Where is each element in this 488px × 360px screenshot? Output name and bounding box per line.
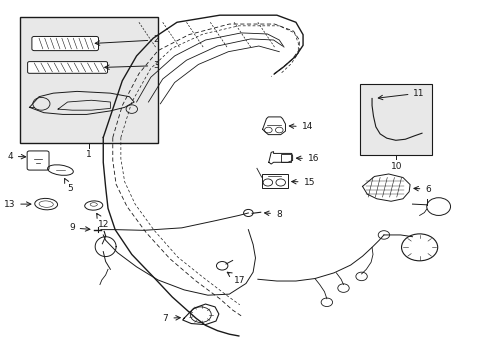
Text: 9: 9 bbox=[69, 223, 90, 232]
FancyBboxPatch shape bbox=[20, 17, 158, 143]
Text: 8: 8 bbox=[264, 210, 281, 219]
Text: 17: 17 bbox=[227, 272, 245, 285]
FancyBboxPatch shape bbox=[360, 84, 431, 155]
FancyBboxPatch shape bbox=[32, 36, 98, 51]
Text: 7: 7 bbox=[163, 314, 180, 323]
Text: 3: 3 bbox=[104, 61, 159, 70]
Text: 15: 15 bbox=[291, 177, 314, 186]
Text: 11: 11 bbox=[378, 89, 424, 100]
Text: 16: 16 bbox=[296, 154, 319, 163]
FancyBboxPatch shape bbox=[27, 62, 107, 73]
Bar bbox=[261, 174, 287, 188]
Text: 2: 2 bbox=[95, 36, 159, 45]
Text: 14: 14 bbox=[289, 122, 312, 131]
Bar bbox=[280, 154, 290, 162]
Text: 5: 5 bbox=[64, 179, 73, 193]
Text: 13: 13 bbox=[4, 199, 31, 208]
Text: 4: 4 bbox=[7, 152, 25, 161]
Text: 6: 6 bbox=[413, 185, 430, 194]
FancyBboxPatch shape bbox=[27, 151, 49, 170]
Text: 10: 10 bbox=[390, 162, 401, 171]
Text: 1: 1 bbox=[86, 150, 92, 159]
Text: 12: 12 bbox=[97, 213, 109, 229]
